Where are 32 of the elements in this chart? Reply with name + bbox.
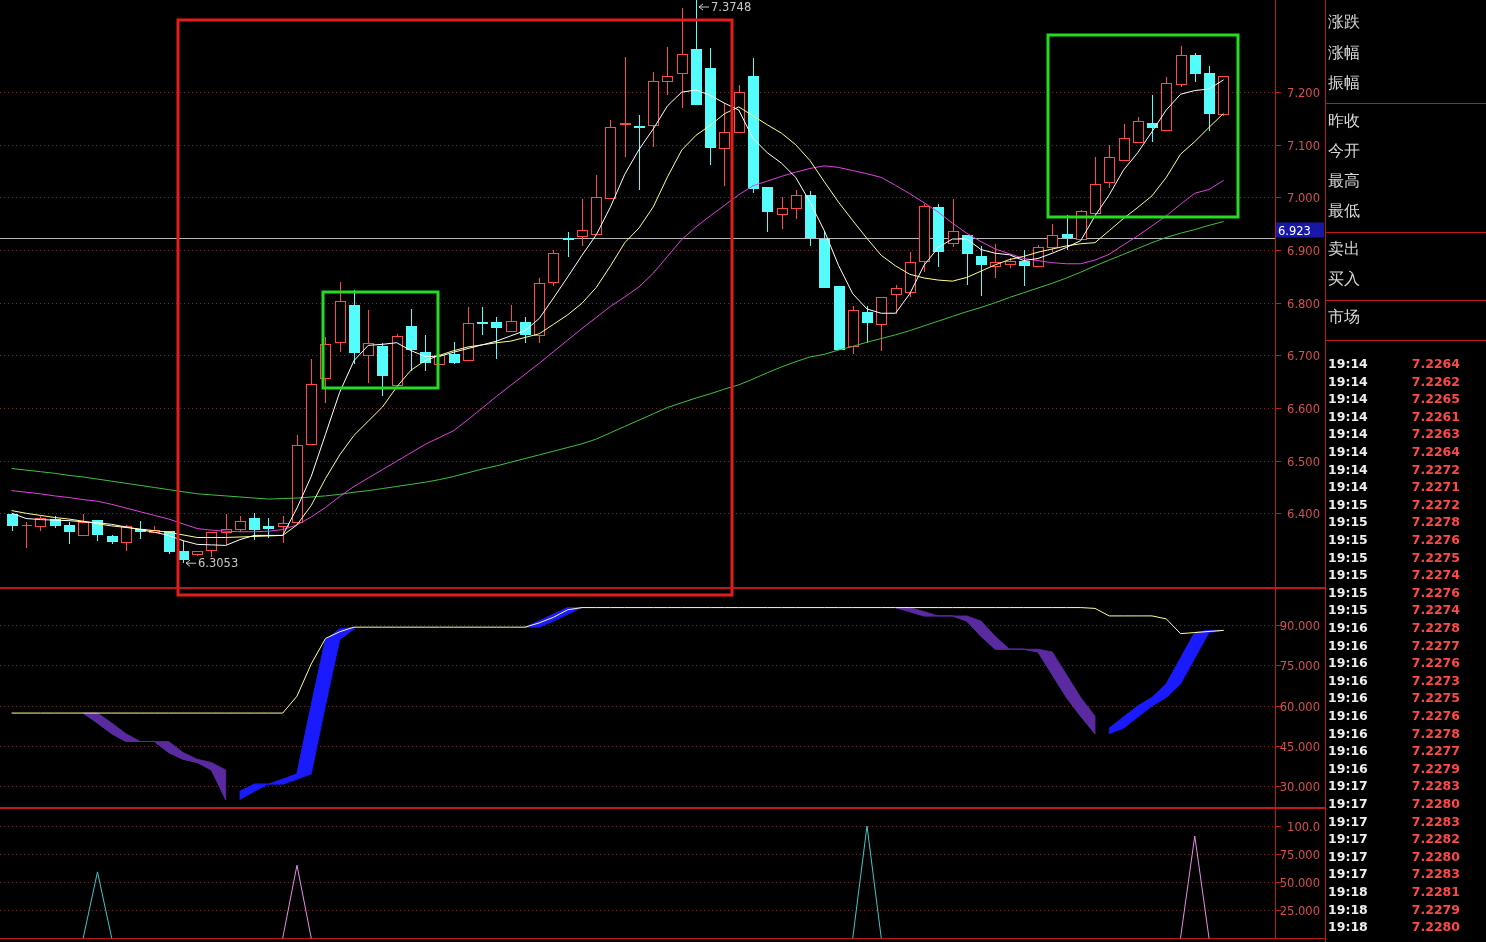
y-tick-label: 75.000 [1279, 658, 1320, 673]
y-tick-label: 90.000 [1279, 618, 1320, 633]
text: 昨收 [1328, 111, 1360, 130]
y-tick-label: 6.600 [1287, 401, 1320, 416]
ref-line-label: 6.923 [1278, 223, 1311, 238]
y-tick-label: 45.000 [1279, 739, 1320, 754]
y-tick-label: 50.000 [1279, 875, 1320, 890]
y-tick-label: 6.900 [1287, 243, 1320, 258]
y-tick-label: 7.100 [1287, 138, 1320, 153]
y-tick-label: 60.000 [1279, 699, 1320, 714]
y-tick-label: 7.200 [1287, 85, 1320, 100]
y-tick-label: 75.000 [1279, 847, 1320, 862]
y-tick-label: 6.400 [1287, 506, 1320, 521]
y-tick-label: 6.800 [1287, 296, 1320, 311]
text: 今开 [1328, 141, 1360, 160]
text: 最高 [1328, 171, 1360, 190]
text: 最低 [1328, 201, 1360, 220]
text: 涨跌 [1328, 12, 1360, 31]
y-tick-label: 30.000 [1279, 779, 1320, 794]
text: 市场 [1328, 307, 1360, 326]
y-tick-label: 7.000 [1287, 190, 1320, 205]
annotation: 6.3053 [198, 556, 239, 571]
text: 涨幅 [1328, 43, 1360, 62]
quote-list: 19:14 7.2264 19:14 7.2262 19:14 7.2265 19:14 7.2261 19:14 7.2263 19:14 7.2264 19:14 7.2272 19:14 7.2271 19:15 7.2272 19:15 7.2278 19:15 7.2276 19:15 7.2275 19:15 7.2274 19:15 7.2276 19:15 7.2274 19:16 7.2278 19:16 7.2277 19:16 7.2276 19:16 7.2273 19:16 7.2275 19:16 7.2276 19:16 7.2278 19:16 7.2277 19:16 7.2279 19:17 7.2283 19:17 7.2280 19:17 7.2283 19:17 7.2282 19:17 7.2280 19:17 7.2283 19:18 7.2281 19:18 7.2279 19:18 7.2280 [1328, 356, 1460, 935]
text: 买入 [1328, 269, 1360, 288]
text: 振幅 [1328, 73, 1360, 92]
annotation: 7.3748 [711, 0, 752, 14]
y-tick-label: 6.500 [1287, 454, 1320, 469]
y-tick-label: 25.000 [1279, 903, 1320, 918]
text: 卖出 [1328, 239, 1360, 258]
y-tick-label: 100.0 [1287, 819, 1320, 834]
y-tick-label: 6.700 [1287, 348, 1320, 363]
